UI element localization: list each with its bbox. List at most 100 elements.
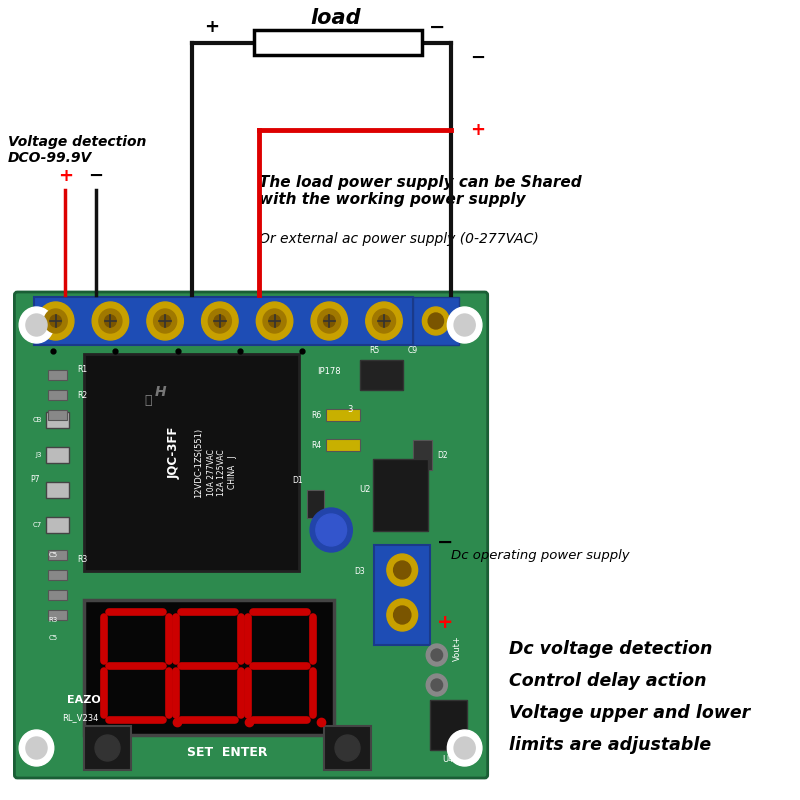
Bar — [48, 550, 67, 560]
Circle shape — [394, 606, 411, 624]
Bar — [34, 297, 413, 345]
Text: U2: U2 — [359, 486, 370, 494]
Circle shape — [316, 514, 346, 546]
Circle shape — [208, 309, 231, 333]
Circle shape — [428, 313, 443, 329]
Text: −: − — [437, 533, 453, 551]
Text: 12VDC-1ZS(551): 12VDC-1ZS(551) — [194, 427, 203, 498]
FancyBboxPatch shape — [85, 726, 130, 770]
Circle shape — [95, 735, 120, 761]
Bar — [413, 297, 459, 345]
Text: +: + — [58, 167, 73, 185]
Circle shape — [92, 302, 129, 340]
Circle shape — [256, 302, 293, 340]
Circle shape — [454, 737, 475, 759]
Text: −: − — [429, 18, 445, 37]
Circle shape — [105, 315, 116, 327]
Circle shape — [335, 735, 360, 761]
Circle shape — [431, 649, 442, 661]
Bar — [48, 390, 67, 400]
Text: C7: C7 — [33, 522, 42, 528]
Text: C5: C5 — [48, 552, 58, 558]
Circle shape — [147, 302, 183, 340]
Circle shape — [154, 309, 177, 333]
Circle shape — [422, 307, 450, 335]
Text: 10A 277VAC
12A 125VAC
CHINA   J: 10A 277VAC 12A 125VAC CHINA J — [207, 449, 237, 496]
Text: Dc voltage detection: Dc voltage detection — [509, 640, 712, 658]
Circle shape — [19, 307, 54, 343]
Text: C9: C9 — [408, 346, 418, 355]
Bar — [360, 360, 403, 390]
Text: P7: P7 — [30, 475, 40, 485]
Circle shape — [50, 315, 62, 327]
Circle shape — [431, 679, 442, 691]
Circle shape — [454, 314, 475, 336]
Bar — [48, 590, 67, 600]
FancyBboxPatch shape — [14, 292, 488, 778]
Text: R1: R1 — [77, 366, 87, 374]
Circle shape — [373, 309, 395, 333]
Circle shape — [323, 315, 335, 327]
Text: +: + — [470, 121, 486, 139]
Bar — [374, 545, 430, 645]
Bar — [326, 439, 360, 451]
Text: +: + — [204, 18, 218, 36]
Text: Ⓜ: Ⓜ — [144, 394, 151, 406]
Bar — [48, 570, 67, 580]
FancyBboxPatch shape — [83, 354, 298, 571]
Bar — [48, 610, 67, 620]
Text: H: H — [154, 385, 166, 399]
Circle shape — [318, 309, 341, 333]
Circle shape — [310, 508, 352, 552]
Text: R3: R3 — [77, 555, 87, 565]
Circle shape — [269, 315, 280, 327]
Circle shape — [19, 730, 54, 766]
Text: −: − — [470, 49, 486, 67]
Text: Voltage detection
DCO-99.9V: Voltage detection DCO-99.9V — [8, 135, 146, 166]
Circle shape — [44, 309, 67, 333]
Text: R5: R5 — [370, 346, 379, 355]
Text: EAZO: EAZO — [67, 695, 101, 705]
Text: Dc operating power supply: Dc operating power supply — [451, 549, 630, 562]
Text: load: load — [310, 8, 362, 28]
Circle shape — [426, 674, 447, 696]
Bar — [85, 600, 334, 735]
Bar — [48, 370, 67, 380]
Circle shape — [387, 554, 418, 586]
Text: RL_V234: RL_V234 — [62, 714, 98, 722]
Circle shape — [447, 730, 482, 766]
Circle shape — [99, 309, 122, 333]
Bar — [413, 440, 432, 470]
Text: SET  ENTER: SET ENTER — [187, 746, 268, 758]
Circle shape — [366, 302, 402, 340]
Circle shape — [311, 302, 347, 340]
Text: C5: C5 — [48, 635, 58, 641]
FancyBboxPatch shape — [325, 726, 370, 770]
Text: U4: U4 — [442, 755, 454, 764]
Text: CB: CB — [33, 417, 42, 423]
Text: 3: 3 — [348, 406, 353, 414]
Bar — [46, 447, 69, 463]
Circle shape — [263, 309, 286, 333]
Text: Or external ac power supply (0-277VAC): Or external ac power supply (0-277VAC) — [259, 232, 539, 246]
Text: J3: J3 — [36, 452, 42, 458]
Circle shape — [426, 644, 447, 666]
Text: Vout+: Vout+ — [453, 635, 462, 661]
Circle shape — [202, 302, 238, 340]
Text: Control delay action: Control delay action — [509, 672, 706, 690]
Text: −: − — [89, 167, 103, 185]
Text: D3: D3 — [354, 567, 365, 577]
Text: The load power supply can be Shared
with the working power supply: The load power supply can be Shared with… — [259, 175, 582, 207]
Circle shape — [26, 737, 47, 759]
Text: Voltage upper and lower: Voltage upper and lower — [509, 704, 750, 722]
Text: +: + — [437, 613, 453, 631]
Text: R4: R4 — [311, 441, 322, 450]
Bar — [46, 517, 69, 533]
Bar — [46, 482, 69, 498]
Bar — [430, 700, 466, 750]
Text: D1: D1 — [292, 476, 302, 485]
Circle shape — [38, 302, 74, 340]
Text: JQC-3FF: JQC-3FF — [167, 426, 180, 478]
Text: limits are adjustable: limits are adjustable — [509, 736, 711, 754]
FancyBboxPatch shape — [374, 459, 428, 531]
